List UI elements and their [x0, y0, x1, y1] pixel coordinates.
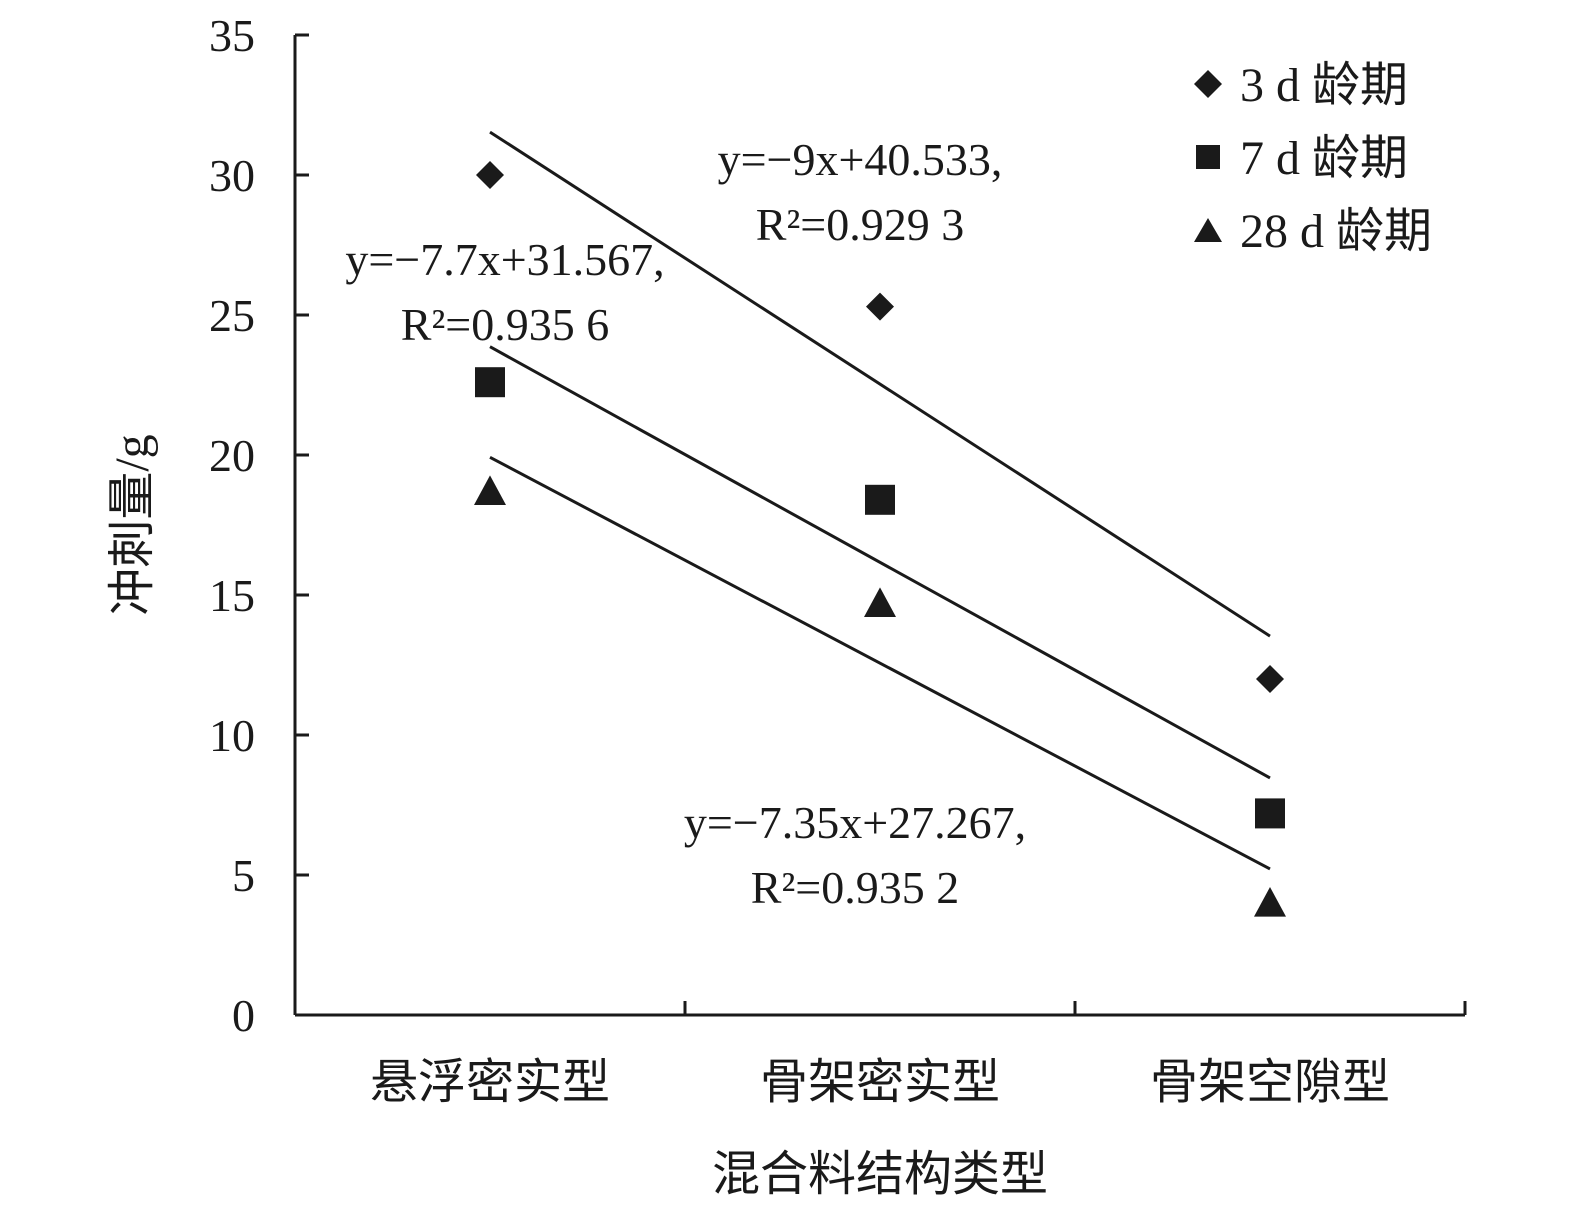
point-diamond-3: [1256, 665, 1284, 693]
x-ticks: 悬浮密实型 骨架密实型 骨架空隙型: [370, 1001, 1467, 1109]
legend-label-3d: 3 d 龄期: [1240, 59, 1408, 112]
trendline-series-2: [489, 345, 1271, 780]
trendlines: [489, 130, 1271, 871]
legend-square-marker: [1196, 145, 1220, 169]
point-square-3: [1255, 798, 1285, 829]
y-tick-label-30: 30: [209, 150, 255, 201]
trendline-series-1: [489, 130, 1271, 638]
y-tick-label-25: 25: [209, 290, 255, 341]
equation-28d-line2: R²=0.935 2: [751, 862, 959, 913]
point-triangle-3: [1254, 887, 1286, 917]
point-triangle-2: [864, 587, 896, 617]
legend-label-28d: 28 d 龄期: [1240, 205, 1432, 258]
y-ticks: 0 5 10 15 20 25 30 35: [209, 10, 309, 1041]
x-tick-label-3: 骨架空隙型: [1150, 1056, 1390, 1109]
equation-7d-line2: R²=0.935 6: [401, 299, 609, 350]
y-tick-label-0: 0: [232, 990, 255, 1041]
x-tick-label-2: 骨架密实型: [760, 1056, 1000, 1109]
y-tick-label-35: 35: [209, 10, 255, 61]
x-tick-label-1: 悬浮密实型: [370, 1056, 610, 1109]
y-axis-title: 冲刺量/g: [106, 434, 159, 615]
legend-triangle-marker: [1194, 218, 1222, 242]
point-square-1: [475, 367, 505, 398]
legend: 3 d 龄期 7 d 龄期 28 d 龄期: [1194, 59, 1432, 258]
equation-7d-line1: y=−7.7x+31.567,: [345, 234, 664, 285]
equation-28d-line1: y=−7.35x+27.267,: [684, 797, 1026, 848]
data-points: [474, 161, 1286, 917]
legend-label-7d: 7 d 龄期: [1240, 132, 1408, 185]
point-diamond-2: [866, 292, 894, 321]
axes: [293, 35, 1465, 1017]
equation-3d-line2: R²=0.929 3: [756, 199, 964, 250]
legend-diamond-marker: [1194, 70, 1222, 98]
point-triangle-1: [474, 475, 506, 505]
point-diamond-1: [476, 161, 504, 189]
y-tick-label-20: 20: [209, 430, 255, 481]
y-tick-label-5: 5: [232, 850, 255, 901]
trendline-series-3: [489, 455, 1271, 871]
y-tick-label-10: 10: [209, 710, 255, 761]
y-tick-label-15: 15: [209, 570, 255, 621]
point-square-2: [865, 484, 895, 515]
equation-3d-line1: y=−9x+40.533,: [718, 134, 1003, 185]
x-axis-title: 混合料结构类型: [712, 1148, 1048, 1201]
